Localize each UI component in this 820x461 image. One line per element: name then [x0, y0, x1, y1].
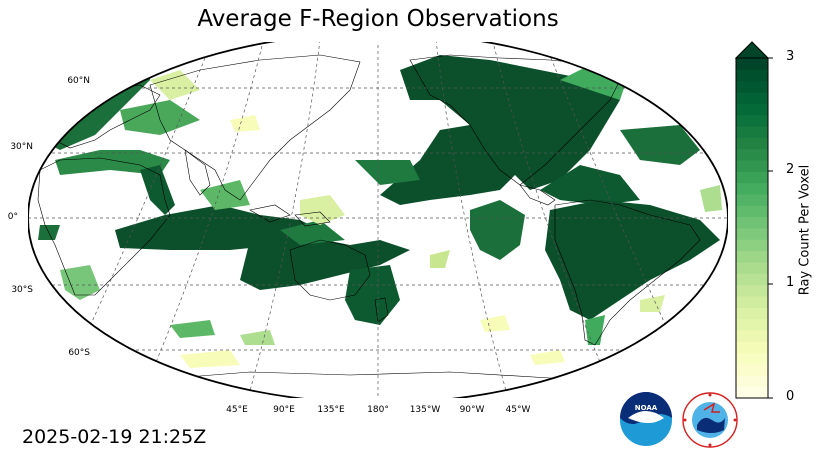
colorbar-step — [736, 182, 768, 195]
colorbar-frame — [735, 57, 769, 399]
colorbar-label: Ray Count Per Voxel — [797, 164, 813, 296]
lon-label-135e: 135°E — [317, 405, 345, 415]
colorbar-step — [736, 194, 768, 206]
colorbar-tick-1: 1 — [786, 275, 795, 290]
colorbar-step — [736, 318, 768, 331]
colorbar-step — [736, 114, 768, 127]
coastlines — [37, 47, 701, 386]
colorbar-step — [736, 126, 768, 138]
lon-label-180: 180° — [367, 405, 389, 415]
latitude-labels: 60°N 30°N 0° 30°S 60°S — [8, 76, 91, 358]
colorbar-step — [736, 171, 768, 184]
longitude-labels: 45°E 90°E 135°E 180° 135°W 90°W 45°W — [226, 405, 530, 415]
lon-label-90e: 90°E — [273, 405, 295, 415]
colorbar-step — [736, 205, 768, 218]
colorbar-step — [736, 307, 768, 320]
colorbar-step — [736, 160, 768, 172]
colorbar-tick-3: 3 — [786, 49, 795, 64]
lat-label-30s: 30°S — [11, 285, 33, 295]
lat-label-30n: 30°N — [10, 142, 33, 152]
colorbar-step — [736, 137, 768, 150]
colorbar-step — [736, 80, 768, 93]
colorbar-step — [736, 386, 768, 399]
colorbar-step — [736, 216, 768, 229]
map-title: Average F-Region Observations — [197, 6, 559, 32]
lat-label-60n: 60°N — [67, 76, 90, 86]
timestamp: 2025-02-19 21:25Z — [22, 426, 207, 448]
lon-label-45e: 45°E — [226, 405, 248, 415]
colorbar-step — [736, 103, 768, 116]
colorbar — [734, 41, 773, 399]
colorbar-step — [736, 250, 768, 263]
lat-label-60s: 60°S — [68, 348, 90, 358]
svg-text:NOAA: NOAA — [635, 404, 658, 412]
colorbar-tick-0: 0 — [786, 389, 795, 404]
national-weather-service-logo — [682, 392, 738, 448]
lon-label-90w: 90°W — [460, 405, 485, 415]
colorbar-step — [736, 148, 768, 161]
colorbar-step — [736, 273, 768, 286]
colorbar-step — [736, 239, 768, 252]
colorbar-extend-arrow — [734, 41, 770, 59]
lon-label-45w: 45°W — [506, 405, 531, 415]
colorbar-step — [736, 296, 768, 308]
colorbar-step — [736, 375, 768, 388]
noaa-logo: NOAA — [620, 392, 672, 446]
colorbar-step — [736, 284, 768, 297]
colorbar-tick-marks — [768, 57, 773, 399]
colorbar-step — [736, 262, 768, 274]
lat-label-equator: 0° — [8, 212, 18, 222]
colorbar-step — [736, 92, 768, 104]
lon-label-135w: 135°W — [410, 405, 441, 415]
colorbar-gradient — [736, 58, 768, 399]
colorbar-step — [736, 69, 768, 82]
colorbar-step — [736, 341, 768, 354]
colorbar-step — [736, 364, 768, 376]
colorbar-tick-2: 2 — [786, 162, 795, 177]
colorbar-step — [736, 58, 768, 70]
colorbar-step — [736, 352, 768, 365]
colorbar-step — [736, 330, 768, 342]
colorbar-step — [736, 228, 768, 240]
